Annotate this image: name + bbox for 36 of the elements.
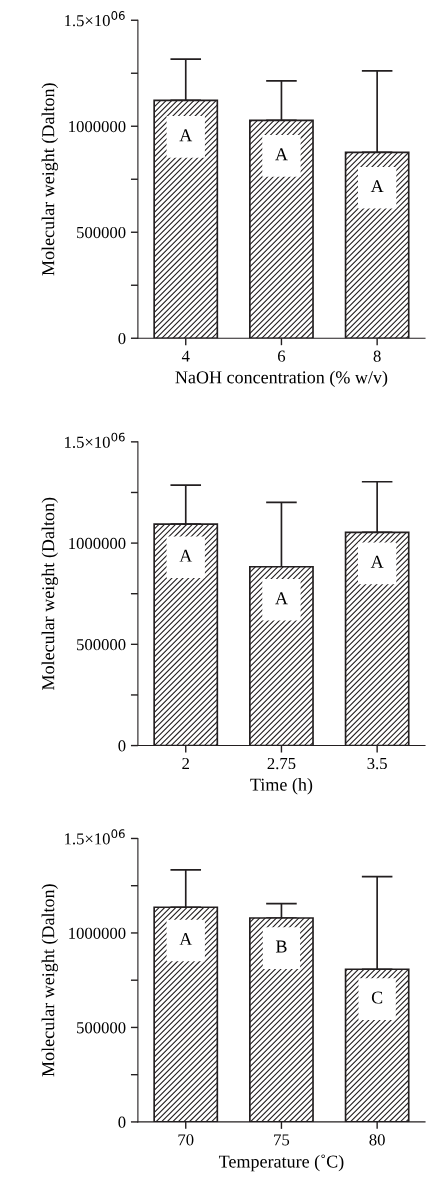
- annotation: A: [179, 932, 193, 945]
- y-tick-label: 500000: [77, 226, 126, 239]
- x-tick-label: 3.5: [367, 757, 387, 770]
- x-axis-title: Temperature (˚C): [218, 1154, 344, 1172]
- x-tick-label: 2.75: [267, 757, 296, 770]
- x-tick-label: 70: [178, 1134, 194, 1146]
- annotation: A: [179, 129, 193, 142]
- y-axis-title: Molecular weight (Dalton): [41, 83, 59, 276]
- x-tick-label: 2: [182, 757, 189, 769]
- y-tick-label: 1000000: [69, 537, 126, 550]
- annotation: A: [370, 555, 384, 568]
- y-tick-label: 500000: [77, 1022, 126, 1034]
- y-tick-label: 0: [118, 740, 126, 752]
- x-tick-label: 80: [369, 1134, 385, 1146]
- x-axis-title: NaOH concentration (% w/v): [175, 370, 388, 388]
- y-axis-title: Molecular weight (Dalton): [41, 497, 59, 690]
- y-tick-label: 0: [118, 1116, 126, 1128]
- y-tick-label: 1.5×10$^{06}$: [65, 11, 125, 27]
- y-tick-label: 1.5×10$^{06}$: [65, 829, 125, 845]
- annotation: A: [370, 180, 384, 193]
- annotation: A: [179, 549, 193, 562]
- annotation: A: [275, 148, 288, 161]
- y-tick-label: 0: [118, 332, 126, 345]
- x-tick-label: 8: [373, 350, 381, 362]
- x-tick-label: 6: [277, 350, 286, 362]
- x-axis-title: Time (h): [250, 778, 313, 795]
- y-tick-label: 1.5×10$^{06}$: [65, 432, 125, 448]
- x-tick-label: 75: [274, 1134, 290, 1146]
- y-tick-label: 1000000: [69, 120, 126, 133]
- annotation: C: [371, 991, 383, 1004]
- annotation: B: [275, 940, 287, 953]
- annotation: A: [275, 592, 288, 605]
- x-tick-label: 4: [181, 350, 190, 362]
- y-tick-label: 1000000: [69, 927, 126, 939]
- y-tick-label: 500000: [77, 639, 126, 651]
- y-axis-title: Molecular weight (Dalton): [41, 884, 59, 1077]
